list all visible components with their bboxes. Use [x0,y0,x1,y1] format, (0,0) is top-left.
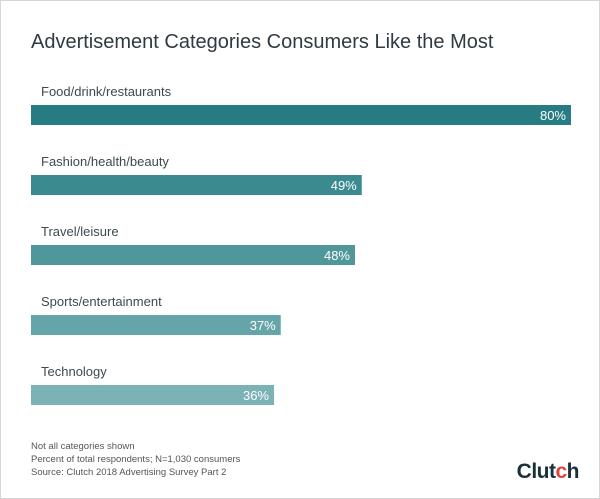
data-label: 36% [243,388,269,403]
chart-title: Advertisement Categories Consumers Like … [31,31,494,53]
category-label: Technology [41,364,107,379]
bar [31,315,281,335]
bar [31,175,362,195]
data-label: 37% [250,318,276,333]
category-label: Travel/leisure [41,224,119,239]
data-label: 49% [331,178,357,193]
bar [31,245,355,265]
clutch-logo: Clutch [516,460,580,483]
footnote-source: Source: Clutch 2018 Advertising Survey P… [31,467,227,478]
footnote-categories: Not all categories shown [31,441,135,452]
footnote-respondents: Percent of total respondents; N=1,030 co… [31,454,241,465]
bar-chart: Food/drink/restaurants 80% Fashion/health/… [31,84,571,405]
data-label: 80% [540,108,566,123]
category-label: Food/drink/restaurants [41,84,172,99]
bar [31,385,274,405]
bar [31,105,571,125]
data-label: 48% [324,248,350,263]
category-label: Sports/entertainment [41,294,162,309]
category-label: Fashion/health/beauty [41,154,169,169]
